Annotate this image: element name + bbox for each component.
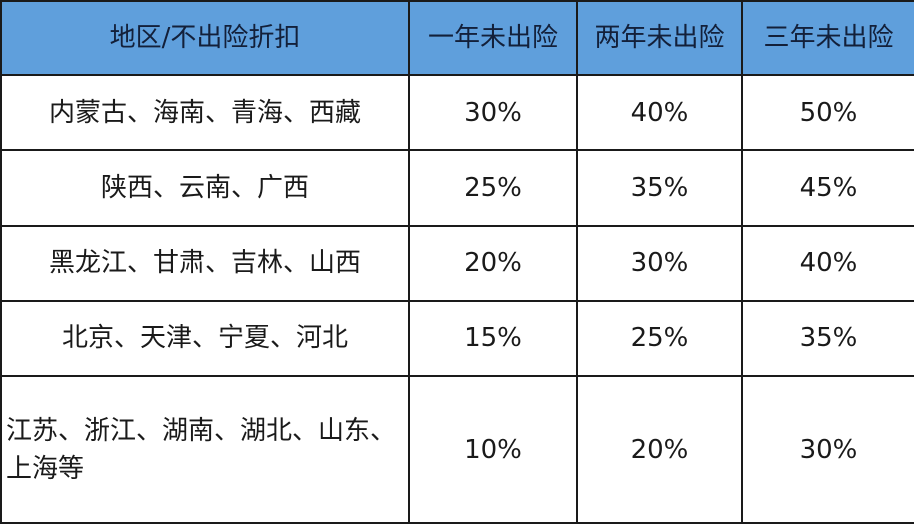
region-cell: 内蒙古、海南、青海、西藏 [0,73,410,152]
two-years-cell: 25% [576,299,743,378]
three-years-cell: 45% [741,149,914,227]
three-years-cell: 35% [741,299,914,378]
one-year-cell: 25% [408,149,578,227]
one-year-cell: 20% [408,224,578,302]
three-years-cell: 30% [741,375,914,524]
two-years-cell: 40% [576,73,743,152]
table-row: 北京、天津、宁夏、河北 15% 25% 35% [0,299,914,378]
header-row: 地区/不出险折扣 一年未出险 两年未出险 三年未出险 [0,0,914,76]
table-row: 内蒙古、海南、青海、西藏 30% 40% 50% [0,73,914,152]
header-region: 地区/不出险折扣 [0,0,410,76]
header-one-year: 一年未出险 [408,0,578,76]
three-years-cell: 40% [741,224,914,302]
table-row: 黑龙江、甘肃、吉林、山西 20% 30% 40% [0,224,914,302]
two-years-cell: 30% [576,224,743,302]
three-years-cell: 50% [741,73,914,152]
two-years-cell: 20% [576,375,743,524]
region-cell: 北京、天津、宁夏、河北 [0,299,410,378]
one-year-cell: 30% [408,73,578,152]
region-cell: 江苏、浙江、湖南、湖北、山东、上海等 [0,375,410,524]
region-cell: 黑龙江、甘肃、吉林、山西 [0,224,410,302]
header-two-years: 两年未出险 [576,0,743,76]
region-cell: 陕西、云南、广西 [0,149,410,227]
table-row: 江苏、浙江、湖南、湖北、山东、上海等 10% 20% 30% [0,375,914,524]
table-row: 陕西、云南、广西 25% 35% 45% [0,149,914,227]
one-year-cell: 15% [408,299,578,378]
two-years-cell: 35% [576,149,743,227]
one-year-cell: 10% [408,375,578,524]
header-three-years: 三年未出险 [741,0,914,76]
